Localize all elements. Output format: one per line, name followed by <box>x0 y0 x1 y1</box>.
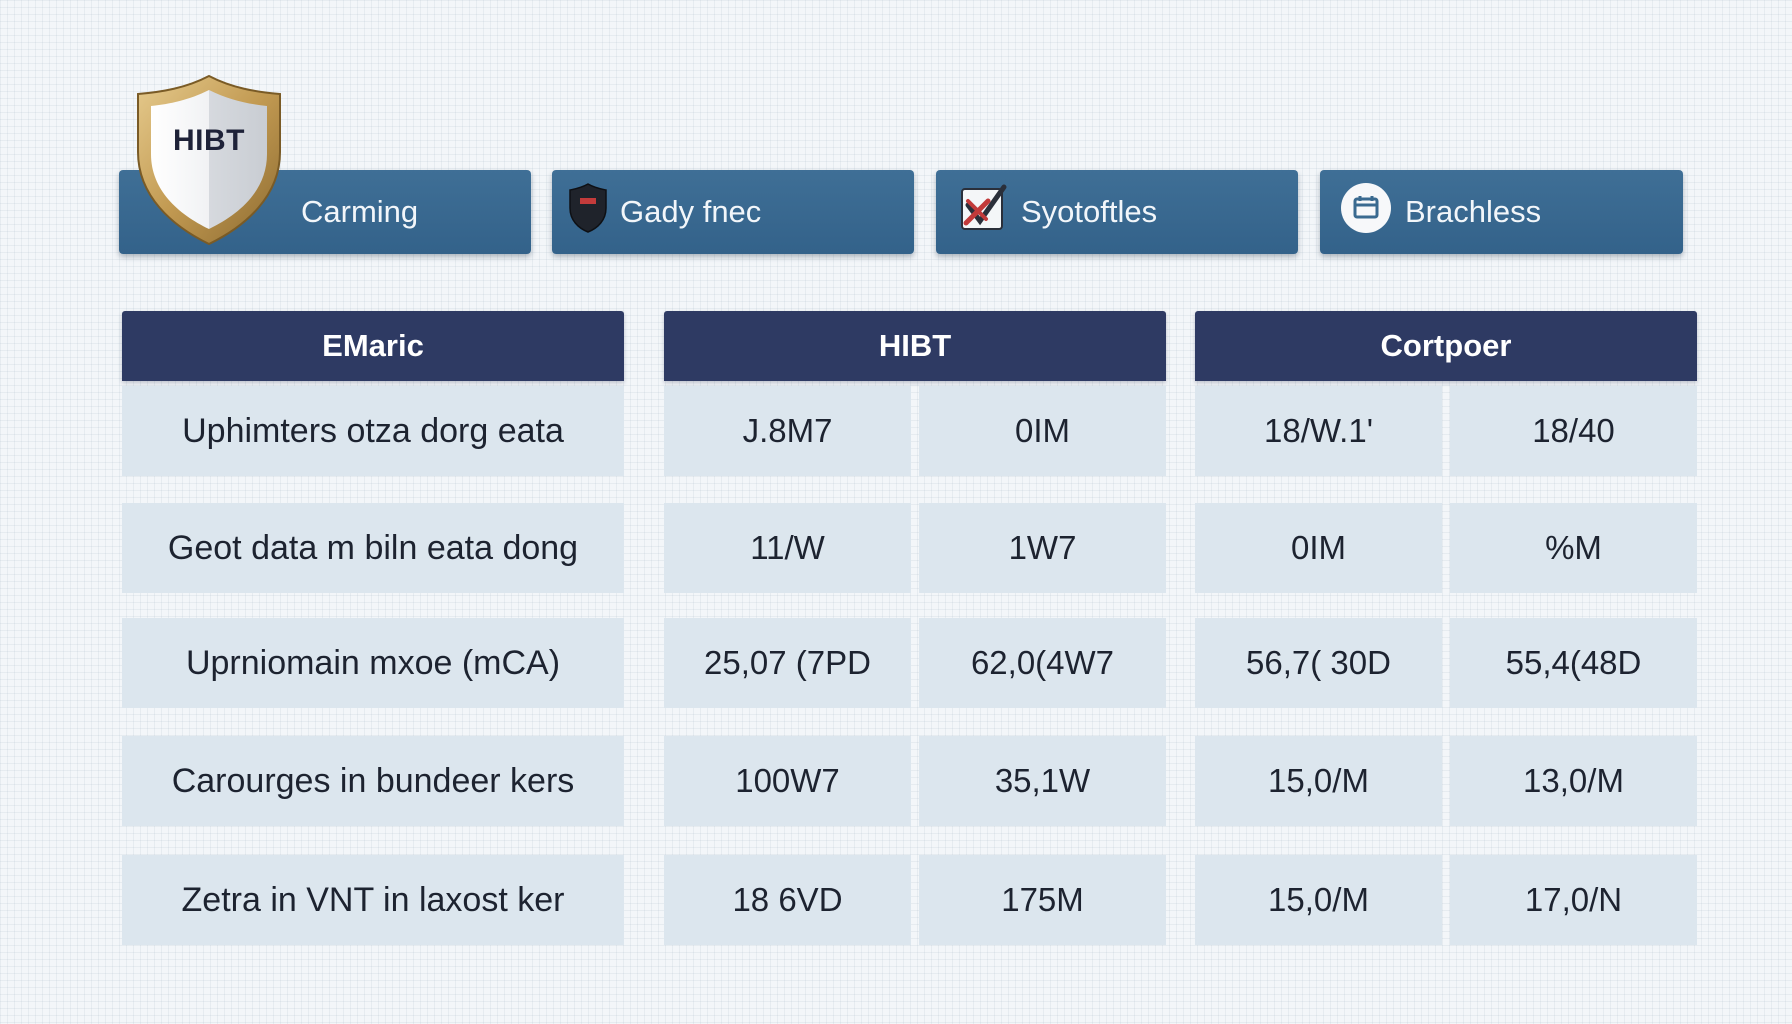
tab-label: Carming <box>301 194 419 229</box>
row-label: Uphimters otza dorg eata <box>122 386 624 476</box>
row-label: Geot data m biln eata dong <box>122 503 624 593</box>
header-competitor: Cortpoer <box>1195 311 1697 381</box>
competitor-value-2: 18/40 <box>1450 386 1697 476</box>
logo-text: HIBT <box>173 124 245 157</box>
checklist-icon <box>958 183 1008 241</box>
competitor-value-2: 17,0/N <box>1450 855 1697 945</box>
dark-shield-icon <box>568 182 608 242</box>
hibt-value-2: 1W7 <box>919 503 1166 593</box>
calendar-icon <box>1340 182 1392 242</box>
competitor-value-1: 56,7( 30D <box>1195 618 1442 708</box>
hibt-value-1: 11/W <box>664 503 911 593</box>
tab-label: Brachless <box>1405 194 1542 229</box>
shield-icon <box>137 74 281 246</box>
hibt-value-2: 35,1W <box>919 736 1166 826</box>
hibt-value-2: 175M <box>919 855 1166 945</box>
row-label: Zetra in VNT in laxost ker <box>122 855 624 945</box>
hibt-value-2: 62,0(4W7 <box>919 618 1166 708</box>
competitor-value-1: 15,0/M <box>1195 736 1442 826</box>
hibt-value-2: 0IM <box>919 386 1166 476</box>
header-hibt: HIBT <box>664 311 1166 381</box>
competitor-value-1: 15,0/M <box>1195 855 1442 945</box>
hibt-value-1: 18 6VD <box>664 855 911 945</box>
competitor-value-2: 13,0/M <box>1450 736 1697 826</box>
tab-label: Syotoftles <box>1021 194 1158 229</box>
tab-gady-fnec[interactable]: Gady fnec <box>552 170 914 254</box>
tab-brachless[interactable]: Brachless <box>1320 170 1683 254</box>
row-label: Uprniomain mxoe (mCA) <box>122 618 624 708</box>
row-label: Carourges in bundeer kers <box>122 736 624 826</box>
tab-label: Gady fnec <box>620 194 762 229</box>
header-metric: EMaric <box>122 311 624 381</box>
competitor-value-2: 55,4(48D <box>1450 618 1697 708</box>
tab-syotoftles[interactable]: Syotoftles <box>936 170 1298 254</box>
hibt-value-1: 25,07 (7PD <box>664 618 911 708</box>
competitor-value-1: 0IM <box>1195 503 1442 593</box>
hibt-value-1: 100W7 <box>664 736 911 826</box>
competitor-value-1: 18/W.1' <box>1195 386 1442 476</box>
competitor-value-2: %M <box>1450 503 1697 593</box>
hibt-value-1: J.8M7 <box>664 386 911 476</box>
shield-logo: HIBT <box>134 72 284 248</box>
